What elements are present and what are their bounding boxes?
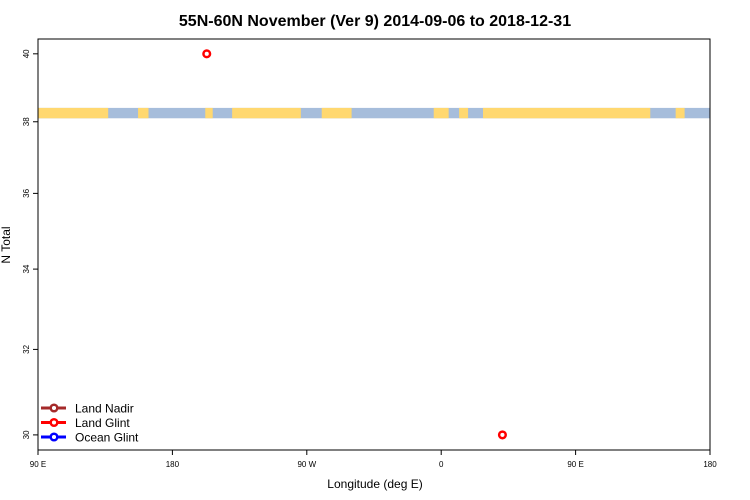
x-tick-label: 90 E xyxy=(30,460,46,469)
chart-title: 55N-60N November (Ver 9) 2014-09-06 to 2… xyxy=(179,13,571,30)
ocean-band xyxy=(38,107,710,119)
legend-label: Land Glint xyxy=(75,416,130,430)
y-tick-label: 36 xyxy=(22,188,31,197)
x-tick-label: 180 xyxy=(703,460,717,469)
land-segment xyxy=(459,107,469,119)
legend-marker xyxy=(49,417,59,428)
map-band xyxy=(38,107,710,119)
land-segment xyxy=(38,107,109,119)
land-segment xyxy=(138,107,149,119)
land-segment xyxy=(205,107,213,119)
land-segment xyxy=(232,107,301,119)
x-tick-label: 90 E xyxy=(567,460,583,469)
data-point xyxy=(202,49,212,59)
x-tick-label: 0 xyxy=(439,460,444,469)
x-axis-label: Longitude (deg E) xyxy=(327,477,422,491)
land-segment xyxy=(483,107,651,119)
legend-label: Ocean Glint xyxy=(75,431,139,445)
x-tick-label: 90 W xyxy=(297,460,316,469)
land-segment xyxy=(321,107,352,119)
y-tick-label: 32 xyxy=(22,344,31,353)
data-point xyxy=(497,430,507,440)
y-tick-label: 30 xyxy=(22,430,31,439)
land-segment xyxy=(433,107,449,119)
legend-marker xyxy=(49,403,59,413)
y-tick-label: 38 xyxy=(22,117,31,126)
y-tick-label: 34 xyxy=(22,264,31,273)
legend-marker xyxy=(49,432,59,442)
legend-label: Land Nadir xyxy=(75,402,134,416)
plot-frame xyxy=(37,38,711,451)
y-tick-label: 40 xyxy=(22,49,31,58)
land-segment xyxy=(675,107,685,119)
y-axis-label: N Total xyxy=(0,226,13,263)
x-tick-label: 180 xyxy=(166,460,180,469)
